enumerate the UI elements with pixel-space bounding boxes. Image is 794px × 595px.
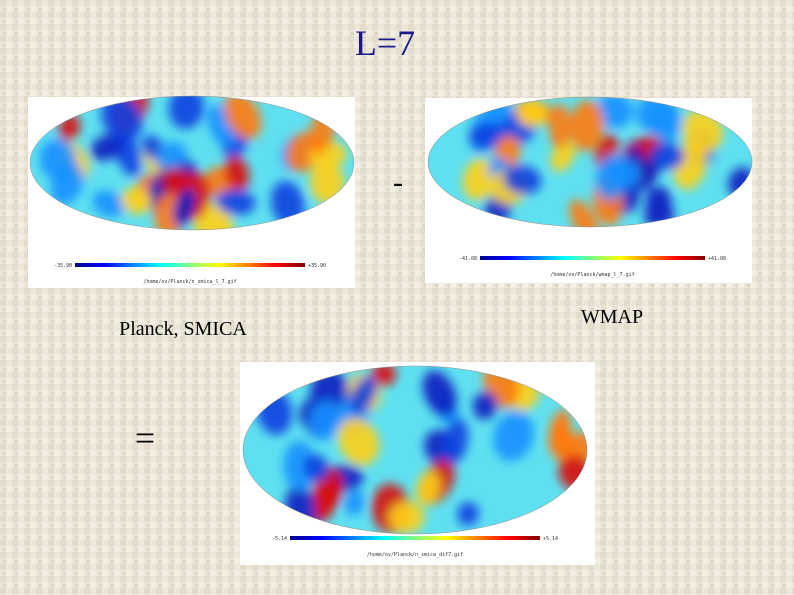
slide-title: L=7 [355, 23, 415, 63]
colorbar-max: +35.90 [308, 263, 326, 269]
sky-map-figure: -35.90 +35.90/home/ov/Planck/n_smica_l_7.… [28, 95, 355, 288]
map-blob [344, 489, 365, 516]
map-outline [29, 95, 355, 231]
map-blob [215, 189, 256, 216]
map-blob [636, 97, 673, 134]
map-blob [314, 483, 338, 522]
map-blob [548, 103, 571, 149]
map-blob [337, 418, 380, 466]
colorbar-max: +41.08 [708, 256, 726, 262]
map-blob [224, 155, 250, 192]
map-blob [283, 440, 317, 492]
map-blob [517, 100, 547, 128]
map-blob [303, 454, 329, 482]
file-path: /home/ov/Planck/n_smica_l_7.gif [143, 279, 236, 285]
file-path: /home/ov/Planck/wmap_l_7.gif [550, 272, 634, 278]
map-blob [193, 202, 235, 230]
map-outline [242, 365, 588, 535]
colorbar [480, 256, 705, 260]
map-blob [422, 370, 457, 417]
minus-sign: - [393, 166, 403, 199]
map-blob [224, 96, 262, 140]
map-outline [427, 96, 753, 228]
map-blob [92, 190, 125, 217]
map-blob [443, 418, 469, 465]
colorbar [290, 536, 540, 540]
map-blob [569, 100, 604, 152]
map-blob [550, 140, 576, 172]
file-path: /home/ov/Planck/n_smica_dif7.gif [367, 552, 463, 558]
map-caption: WMAP [581, 306, 643, 328]
map-blob [39, 138, 77, 182]
map-blob [173, 188, 196, 227]
sky-map [30, 96, 354, 230]
colorbar-min: -35.90 [54, 263, 72, 269]
map-blob [90, 133, 124, 161]
sky-map-figure: -41.08 +41.08/home/ov/Planck/wmap_l_7.gif [425, 96, 753, 283]
map-blob [161, 166, 188, 196]
map-blob [596, 97, 634, 129]
map-blob [472, 391, 498, 420]
map-caption: Planck, SMICA [119, 318, 247, 340]
map-blob [468, 122, 508, 149]
colorbar-min: -41.08 [459, 256, 477, 262]
map-blob [457, 501, 479, 526]
sky-map [428, 97, 752, 227]
map-blob [154, 141, 187, 170]
map-blob [121, 187, 152, 215]
map-blob [308, 400, 342, 441]
map-blob [462, 158, 496, 201]
sky-map-figure: -5.14 +5.14/home/ov/Planck/n_smica_dif7.g… [240, 362, 595, 565]
map-blob [309, 159, 345, 205]
map-blob [682, 109, 723, 153]
map-blob [415, 471, 441, 506]
map-blob [388, 501, 425, 534]
map-blob [349, 375, 377, 415]
map-blob [649, 142, 685, 170]
colorbar-max: +5.14 [543, 536, 558, 542]
equals-sign: = [135, 418, 155, 458]
map-blobs [39, 96, 348, 230]
colorbar-min: -5.14 [272, 536, 287, 542]
map-blob [493, 411, 534, 462]
map-blob [607, 158, 641, 189]
map-blob [101, 96, 143, 142]
map-blob [569, 199, 599, 227]
colorbar [75, 263, 305, 267]
map-blob [503, 165, 542, 195]
map-blob [168, 96, 205, 130]
